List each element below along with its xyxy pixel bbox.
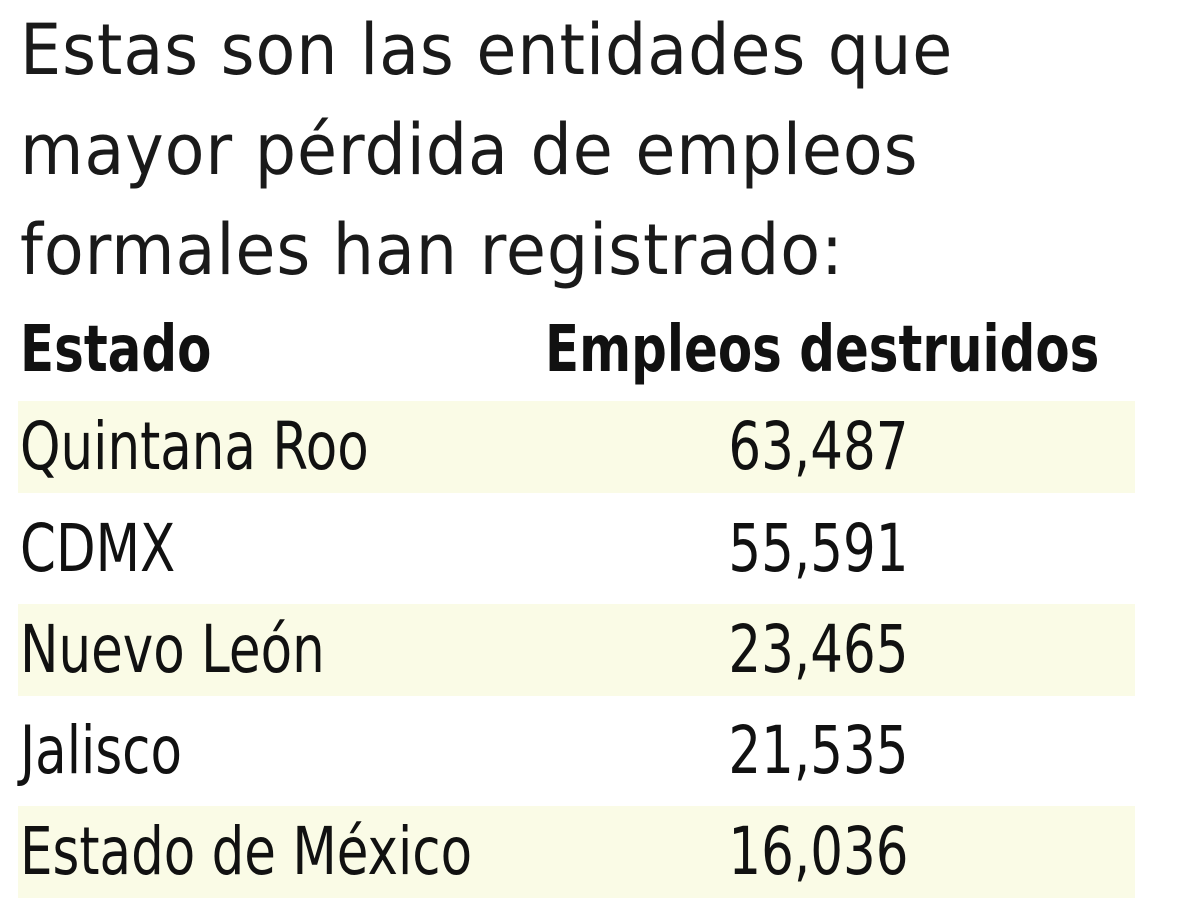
jobs-lost: 55,591 [727,510,909,587]
jobs-lost: 21,535 [727,712,909,789]
table-row: Quintana Roo 63,487 [18,401,1135,493]
jobs-lost: 16,036 [727,813,909,890]
state-name: Nuevo León [20,611,325,688]
state-name: Estado de México [20,813,473,890]
table-row: Nuevo León 23,465 [18,604,1135,696]
column-header-estado: Estado [20,313,212,387]
table-row: Jalisco 21,535 [18,705,1135,797]
headline-line: mayor pérdida de empleos [20,109,919,191]
jobs-lost: 63,487 [727,408,909,485]
headline-line: Estas son las entidades que [20,9,954,91]
headline-line: formales han registrado: [20,209,844,291]
table-row: Estado de México 16,036 [18,806,1135,898]
state-name: Quintana Roo [20,408,369,485]
state-name: Jalisco [20,712,182,789]
column-header-empleos: Empleos destruidos [545,313,1100,387]
state-name: CDMX [20,510,176,587]
jobs-lost: 23,465 [727,611,909,688]
headline: Estas son las entidades que mayor pérdid… [20,0,1200,300]
table-row: CDMX 55,591 [18,503,1135,595]
